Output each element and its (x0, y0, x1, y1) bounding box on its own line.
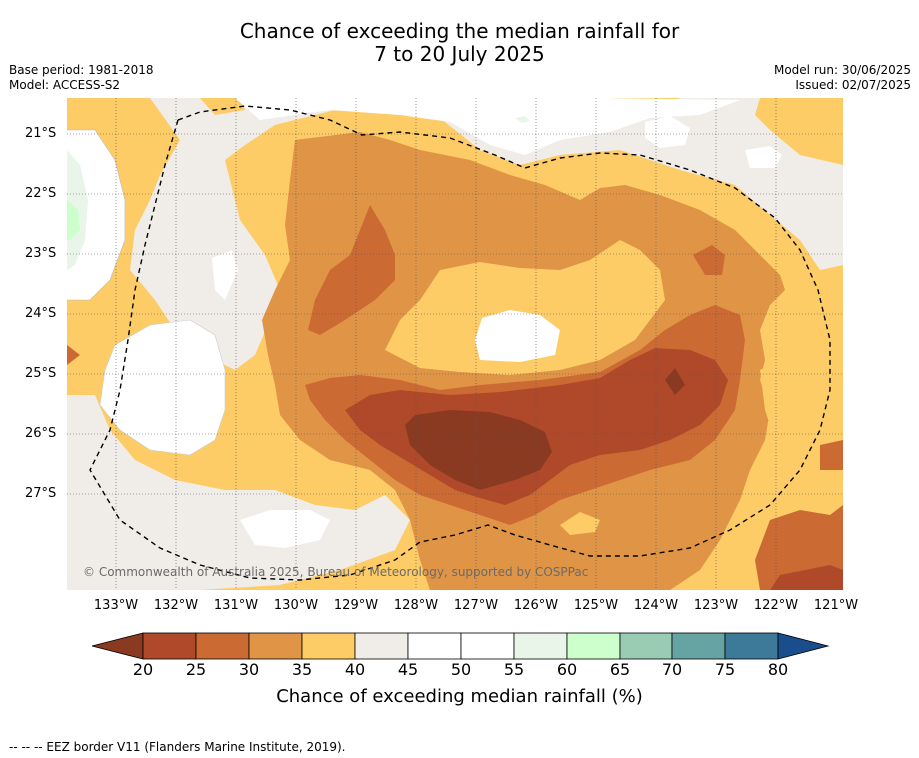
band-40-45 (67, 395, 410, 590)
band-40-45 (67, 98, 843, 370)
colorbar-tick: 20 (132, 660, 154, 679)
lon-label: 122°W (753, 598, 799, 613)
base-period: Base period: 1981-2018 (9, 63, 154, 77)
colorbar-tick: 40 (344, 660, 366, 679)
lon-label: 124°W (633, 598, 679, 613)
colorbar-tick: 65 (609, 660, 631, 679)
lat-label: 23°S (25, 246, 57, 261)
band-45-55 (175, 98, 740, 155)
lat-label: 21°S (25, 126, 57, 141)
colorbar-tick: 35 (291, 660, 313, 679)
lon-label: 127°W (453, 598, 499, 613)
map-title-line2: 7 to 20 July 2025 (374, 42, 545, 66)
model-run: Model run: 30/06/2025 (773, 63, 911, 77)
copyright-notice: © Commonwealth of Australia 2025, Bureau… (83, 565, 589, 579)
colorbar-tick: 80 (767, 660, 789, 679)
eez-border (89, 105, 831, 581)
colorbar-label: Chance of exceeding median rainfall (%) (276, 686, 643, 707)
contour-field (67, 98, 843, 590)
model-name: Model: ACCESS-S2 (9, 78, 121, 92)
band-35-40 (385, 240, 665, 375)
band-lt20 (405, 410, 552, 490)
lat-label: 22°S (25, 186, 57, 201)
colorbar-tick: 60 (556, 660, 578, 679)
lat-label: 26°S (25, 426, 57, 441)
map-title-line1: Chance of exceeding the median rainfall … (239, 19, 680, 43)
colorbar-tick: 55 (503, 660, 525, 679)
lon-label: 128°W (393, 598, 439, 613)
lon-label: 129°W (333, 598, 379, 613)
lon-label: 131°W (213, 598, 259, 613)
colorbar-tick: 30 (238, 660, 260, 679)
lon-label: 133°W (93, 598, 139, 613)
lon-label: 125°W (573, 598, 619, 613)
graticule (67, 98, 843, 590)
issued-date: Issued: 02/07/2025 (795, 78, 911, 92)
colorbar-tick: 45 (397, 660, 419, 679)
colorbar-tick: 25 (185, 660, 207, 679)
lat-label: 25°S (25, 366, 57, 381)
lon-label: 130°W (273, 598, 319, 613)
colorbar-tick: 75 (714, 660, 736, 679)
lat-label: 27°S (25, 486, 57, 501)
eez-footnote: -- -- -- EEZ border V11 (Flanders Marine… (9, 740, 346, 754)
lon-label: 123°W (693, 598, 739, 613)
colorbar-tick: 70 (661, 660, 683, 679)
band-25-30 (308, 205, 395, 335)
lon-label: 132°W (153, 598, 199, 613)
lon-label: 126°W (513, 598, 559, 613)
lon-label: 121°W (813, 598, 859, 613)
colorbar (91, 632, 830, 660)
lat-label: 24°S (25, 306, 57, 321)
colorbar-tick: 50 (450, 660, 472, 679)
